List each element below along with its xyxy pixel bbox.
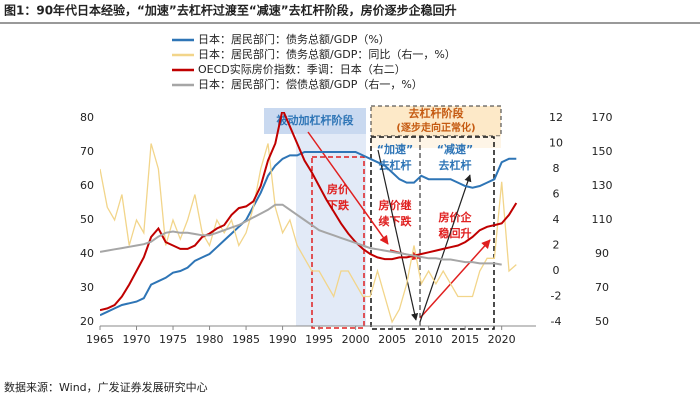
legend-label: OECD实际房价指数：季调：日本（右二）	[198, 62, 406, 76]
series-line	[100, 151, 517, 317]
y-tick-label: 150	[592, 145, 613, 158]
x-tick-label: 2015	[451, 333, 479, 346]
y-tick-label: 40	[80, 247, 94, 260]
y-tick-label: 110	[592, 213, 613, 226]
y-tick-label: 70	[595, 281, 609, 294]
rise-label: 稳回升	[439, 226, 472, 240]
x-tick-label: 2005	[378, 333, 406, 346]
y-tick-label: -4	[551, 315, 562, 328]
slow-label: “减速”	[437, 142, 473, 156]
x-tick-label: 2010	[415, 333, 443, 346]
stage1-label: 被动加杠杆阶段	[277, 113, 354, 127]
shade-region	[296, 112, 366, 326]
series-line	[100, 112, 518, 312]
y-tick-label: 6	[553, 188, 560, 201]
y-tick-label: 2	[553, 239, 560, 252]
y-tick-label: 4	[553, 213, 560, 226]
y-tick-label: 70	[80, 145, 94, 158]
delever-box	[370, 136, 495, 330]
y-tick-label: 20	[80, 315, 94, 328]
stage2-box	[370, 105, 502, 137]
y-tick-label: 0	[553, 264, 560, 277]
y-tick-label: 10	[549, 137, 563, 150]
fall-box	[311, 156, 365, 329]
x-tick-label: 1975	[159, 333, 187, 346]
chart-title: 图1：90年代日本经验，“加速”去杠杆过渡至“减速”去杠杆阶段，房价逐步企稳回升	[4, 3, 457, 18]
legend-label: 日本：居民部门：债务总额/GDP（%）	[198, 32, 390, 46]
x-tick-label: 2020	[488, 333, 516, 346]
arrow	[377, 149, 419, 321]
fall2-label: 房价继	[379, 198, 412, 212]
y-tick-label: 170	[592, 111, 613, 124]
x-tick-label: 1965	[86, 333, 114, 346]
legend-label: 日本：居民部门：偿债总额/GDP（右一，%）	[198, 77, 423, 91]
slow-label: 去杠杆	[439, 158, 472, 172]
arrow	[307, 131, 389, 245]
x-tick-label: 1990	[269, 333, 297, 346]
y-tick-label: 30	[80, 281, 94, 294]
y-tick-label: -2	[551, 290, 562, 303]
x-tick-label: 1980	[196, 333, 224, 346]
stage2-label: (逐步走向正常化)	[396, 121, 475, 134]
y-tick-label: 130	[592, 179, 613, 192]
plot	[100, 112, 518, 324]
y-tick-label: 80	[80, 111, 94, 124]
series-line	[100, 203, 502, 266]
fast-label: “加速”	[377, 142, 413, 156]
x-tick-label: 2000	[342, 333, 370, 346]
y-tick-label: 8	[553, 162, 560, 175]
x-tick-label: 1995	[305, 333, 333, 346]
arrow	[419, 239, 491, 319]
y-tick-label: 90	[595, 247, 609, 260]
source: 数据来源：Wind，广发证券发展研究中心	[4, 380, 208, 394]
stage2-label: 去杠杆阶段	[409, 106, 464, 120]
y-tick-label: 60	[80, 179, 94, 192]
stage2-fill	[371, 136, 501, 148]
x-tick-label: 1970	[123, 333, 151, 346]
x-tick-label: 1985	[232, 333, 260, 346]
legend-label: 日本：居民部门：债务总额/GDP：同比（右一，%）	[198, 47, 456, 61]
y-tick-label: 50	[595, 315, 609, 328]
y-tick-label: 50	[80, 213, 94, 226]
fall-label: 房价	[327, 182, 350, 196]
fall2-label: 续下跌	[379, 214, 413, 228]
y-tick-label: 12	[549, 111, 563, 124]
